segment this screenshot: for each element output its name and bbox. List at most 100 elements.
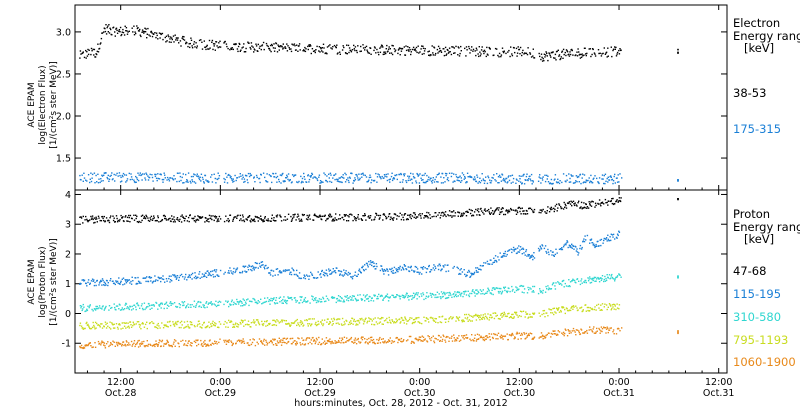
proton-point — [504, 213, 507, 216]
proton-point — [141, 341, 143, 343]
electron-point — [431, 45, 433, 47]
electron-point — [418, 174, 420, 176]
proton-point — [524, 316, 526, 318]
electron-point — [521, 51, 523, 54]
proton-point — [470, 272, 472, 274]
electron-point — [472, 50, 474, 52]
proton-point — [571, 330, 573, 332]
proton-point — [452, 316, 454, 318]
proton-point — [590, 238, 593, 240]
electron-point — [283, 181, 285, 183]
proton-point — [296, 274, 298, 277]
proton-point — [508, 210, 511, 213]
proton-point — [403, 214, 405, 216]
electron-point — [344, 172, 346, 174]
proton-point — [121, 307, 123, 309]
electron-point — [198, 39, 201, 42]
electron-point — [479, 181, 482, 184]
electron-point — [271, 43, 273, 46]
proton-point — [439, 265, 441, 267]
proton-point — [157, 308, 159, 310]
electron-point — [119, 31, 121, 33]
proton-point — [457, 291, 459, 293]
proton-point — [264, 297, 266, 299]
proton-series-2 — [79, 273, 679, 313]
electron-point — [182, 182, 184, 184]
proton-point — [465, 215, 468, 217]
electron-point — [616, 53, 618, 55]
proton-point — [431, 216, 433, 218]
proton-point — [572, 279, 575, 281]
electron-point — [585, 53, 587, 55]
electron-point — [541, 56, 543, 59]
proton-point — [253, 322, 255, 324]
electron-point — [109, 27, 111, 29]
proton-point — [427, 296, 429, 298]
proton-point — [589, 204, 591, 206]
proton-point — [155, 326, 158, 329]
proton-point — [247, 320, 250, 322]
proton-point — [153, 280, 155, 282]
proton-point — [480, 210, 483, 212]
proton-point — [133, 323, 136, 326]
proton-point — [614, 238, 616, 240]
electron-point — [398, 48, 400, 50]
proton-point — [108, 305, 111, 307]
electron-point — [464, 47, 466, 50]
proton-point — [299, 342, 301, 344]
proton-point — [201, 324, 204, 326]
proton-point — [337, 341, 339, 343]
proton-point — [466, 210, 468, 212]
proton-point — [400, 340, 402, 343]
electron-point — [139, 34, 141, 36]
electron-point — [169, 38, 171, 40]
proton-point — [237, 301, 239, 303]
electron-point — [616, 181, 619, 183]
proton-point — [576, 205, 578, 207]
electron-point — [438, 50, 440, 53]
electron-point — [107, 31, 109, 33]
proton-point — [465, 275, 467, 278]
electron-point — [385, 48, 387, 50]
proton-point — [193, 324, 196, 327]
proton-point — [205, 345, 207, 347]
proton-point — [435, 294, 437, 296]
proton-point — [457, 295, 459, 297]
proton-point — [162, 327, 165, 329]
electron-point — [287, 178, 289, 181]
proton-point — [327, 318, 329, 320]
proton-point — [460, 339, 462, 341]
proton-point — [533, 336, 536, 338]
proton-y-tick-label-3: 2 — [65, 249, 71, 260]
proton-point — [296, 269, 298, 272]
proton-point — [141, 322, 144, 324]
proton-point — [236, 298, 238, 301]
proton-point — [146, 306, 148, 308]
proton-point — [390, 322, 392, 324]
proton-point — [436, 291, 439, 293]
proton-point — [496, 208, 498, 210]
electron-point — [412, 173, 414, 175]
electron-point — [139, 172, 141, 174]
electron-point — [486, 53, 489, 55]
electron-point — [108, 180, 110, 182]
proton-point — [306, 337, 308, 339]
proton-point — [325, 337, 328, 339]
proton-point — [167, 326, 169, 328]
proton-point — [146, 215, 148, 218]
electron-panel-frame — [74, 4, 728, 191]
proton-point — [350, 299, 353, 301]
proton-point — [616, 233, 619, 235]
proton-point — [181, 324, 183, 326]
proton-point — [399, 212, 401, 214]
electron-point — [282, 43, 284, 45]
proton-point — [101, 327, 104, 329]
proton-point — [598, 327, 600, 330]
proton-point — [455, 316, 458, 318]
proton-point — [153, 343, 155, 346]
proton-point — [173, 324, 175, 326]
proton-point — [141, 343, 144, 345]
proton-point — [248, 324, 250, 326]
electron-point — [161, 178, 164, 181]
electron-point — [423, 181, 426, 184]
